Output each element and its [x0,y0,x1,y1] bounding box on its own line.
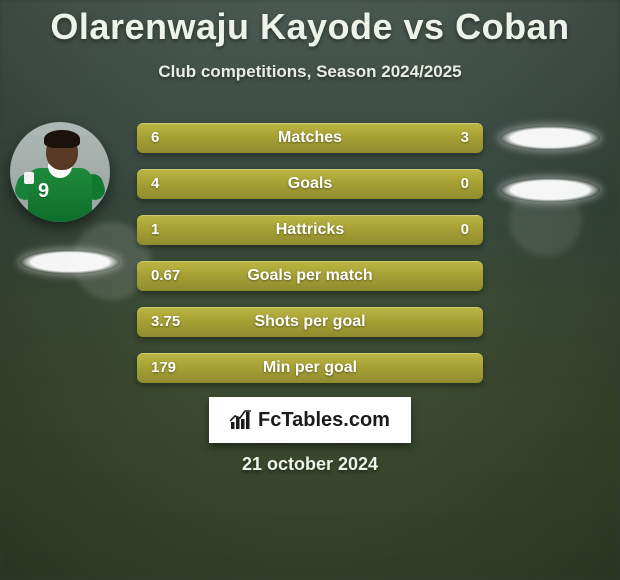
stat-row: 4Goals0 [137,169,483,199]
stat-label: Goals per match [137,261,483,291]
stat-row: 179Min per goal [137,353,483,383]
player-right-shadow-2 [500,178,600,202]
stat-label: Min per goal [137,353,483,383]
page-title: Olarenwaju Kayode vs Coban [0,6,620,48]
jersey-number: 9 [38,180,49,203]
player-left-shadow [20,250,120,274]
player-right-shadow-1 [500,126,600,150]
stat-row: 1Hattricks0 [137,215,483,245]
stat-label: Hattricks [137,215,483,245]
stat-right-value: 0 [461,169,469,199]
stat-row: 3.75Shots per goal [137,307,483,337]
page-subtitle: Club competitions, Season 2024/2025 [0,62,620,82]
logo-box: FcTables.com [209,397,411,443]
stat-right-value: 3 [461,123,469,153]
stat-label: Goals [137,169,483,199]
player-left-avatar: 9 [10,122,110,222]
stat-right-value: 0 [461,215,469,245]
stat-row: 6Matches3 [137,123,483,153]
logo: FcTables.com [230,409,390,432]
bars-icon [230,410,252,430]
stat-row: 0.67Goals per match [137,261,483,291]
comparison-infographic: Olarenwaju Kayode vs Coban Club competit… [0,0,620,580]
stat-label: Shots per goal [137,307,483,337]
stat-label: Matches [137,123,483,153]
date-caption: 21 october 2024 [0,454,620,475]
stat-rows: 6Matches3 4Goals0 1Hattricks0 0.67Goals per… [137,123,483,399]
logo-text: FcTables.com [258,409,390,432]
